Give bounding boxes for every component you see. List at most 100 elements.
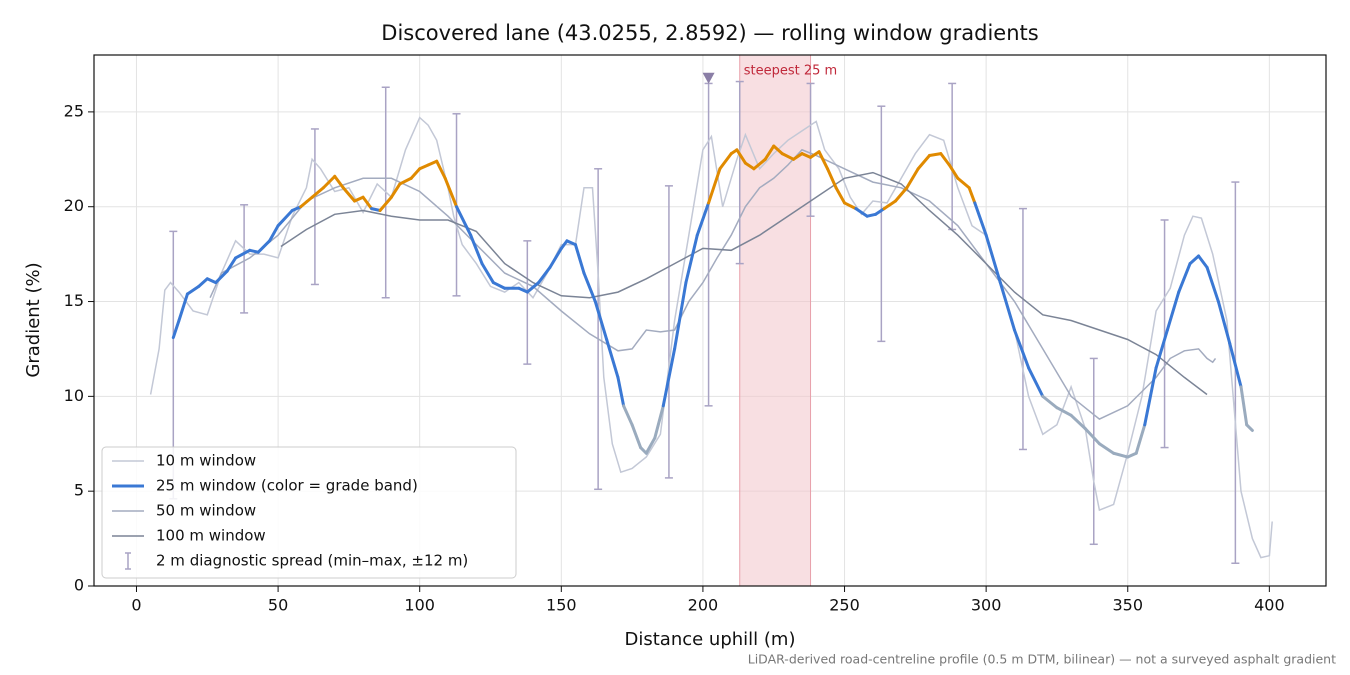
y-tick-label: 5: [74, 481, 84, 500]
line-segment: [1143, 366, 1158, 427]
line-segment: [426, 159, 439, 167]
line-segment: [826, 167, 838, 190]
line: [149, 116, 1273, 559]
line-segment: [1097, 442, 1116, 455]
line-segment: [874, 207, 886, 216]
line-segment: [1027, 366, 1045, 398]
line-segment: [491, 281, 507, 290]
highlight-span: [739, 54, 812, 587]
line-segment: [939, 152, 951, 167]
x-tick-label: 400: [1254, 596, 1285, 615]
x-tick-label: 150: [546, 596, 577, 615]
line-segment: [559, 239, 569, 250]
highlight-label: steepest 25 m: [744, 64, 837, 79]
chart-title: Discovered lane (43.0255, 2.8592) — roll…: [381, 21, 1038, 45]
line-segment: [525, 281, 541, 294]
line-segment: [707, 167, 722, 205]
legend-label: 10 m window: [156, 452, 256, 470]
line-segment: [843, 201, 858, 211]
line-segment: [1069, 413, 1087, 431]
line-segment: [800, 152, 813, 159]
line-segment: [644, 436, 657, 455]
line-segment: [480, 262, 495, 285]
line-segment: [1154, 328, 1169, 370]
line-segment: [653, 404, 665, 440]
line-segment: [809, 150, 821, 159]
line-segment: [1126, 451, 1138, 459]
line-segment: [998, 281, 1016, 332]
line-segment: [1134, 423, 1147, 455]
line-segment: [1188, 254, 1201, 266]
footnote: LiDAR-derived road-centreline profile (0…: [748, 652, 1336, 667]
line-segment: [1012, 328, 1031, 370]
line-segment: [882, 199, 898, 211]
line-segment: [854, 207, 869, 218]
y-tick-label: 20: [64, 196, 84, 215]
line-segment: [1239, 385, 1249, 427]
line-segment: [1245, 423, 1254, 432]
line-segment: [537, 265, 552, 285]
x-tick-label: 0: [131, 596, 141, 615]
line-segment: [171, 319, 181, 340]
legend-label: 100 m window: [156, 527, 266, 545]
line-segment: [1165, 290, 1181, 332]
x-tick-label: 100: [404, 596, 435, 615]
line-segment: [1228, 341, 1243, 389]
line-segment: [973, 201, 988, 237]
line-segment: [984, 233, 1002, 285]
line-segment: [205, 277, 218, 285]
y-tick-label: 10: [64, 386, 84, 405]
line-segment: [684, 233, 699, 285]
line-segment: [622, 404, 634, 427]
line-segment: [735, 148, 747, 165]
line-segment: [752, 157, 767, 171]
line-segment: [1216, 300, 1232, 345]
line-segment: [197, 277, 209, 288]
line-segment: [605, 337, 620, 379]
line-segment: [321, 174, 337, 190]
line-segment: [234, 248, 252, 260]
line-segment: [772, 144, 784, 156]
line-segment: [256, 239, 272, 254]
y-axis-label: Gradient (%): [23, 262, 44, 377]
line-segment: [956, 176, 971, 190]
line-segment: [780, 152, 796, 161]
line-segment: [905, 167, 920, 190]
legend-label: 25 m window (color = grade band): [156, 477, 418, 495]
line-segment: [743, 161, 756, 171]
line-segment: [947, 163, 960, 180]
line-segment: [573, 243, 586, 275]
line-segment: [361, 195, 374, 211]
line-segment: [792, 152, 804, 161]
line-segment: [1083, 427, 1101, 446]
line-segment: [695, 201, 711, 237]
line-segment: [214, 269, 229, 285]
line-segment: [389, 182, 402, 199]
line-segment: [276, 209, 294, 228]
line-segment: [1197, 254, 1209, 269]
line-segment: [1041, 394, 1059, 410]
line-segment: [1177, 262, 1192, 294]
line: [280, 171, 1208, 396]
line-segment: [435, 159, 447, 180]
line-segment: [268, 224, 280, 243]
line: [209, 148, 1217, 420]
line-segment: [673, 281, 688, 351]
line-segment: [341, 186, 357, 203]
line-segment: [927, 152, 943, 158]
line-segment: [718, 152, 733, 171]
line-segment: [967, 186, 977, 205]
line-segment: [834, 186, 847, 205]
x-tick-label: 250: [829, 596, 860, 615]
line-segment: [565, 239, 577, 247]
line-segment: [418, 163, 430, 171]
line-segment: [517, 286, 529, 294]
peak-marker: [702, 72, 715, 84]
line-segment: [409, 167, 422, 180]
x-tick-label: 300: [971, 596, 1002, 615]
line-segment: [177, 292, 189, 322]
line-segment: [290, 205, 303, 213]
plot-frame: [93, 54, 1327, 587]
line-segment: [1112, 451, 1130, 459]
